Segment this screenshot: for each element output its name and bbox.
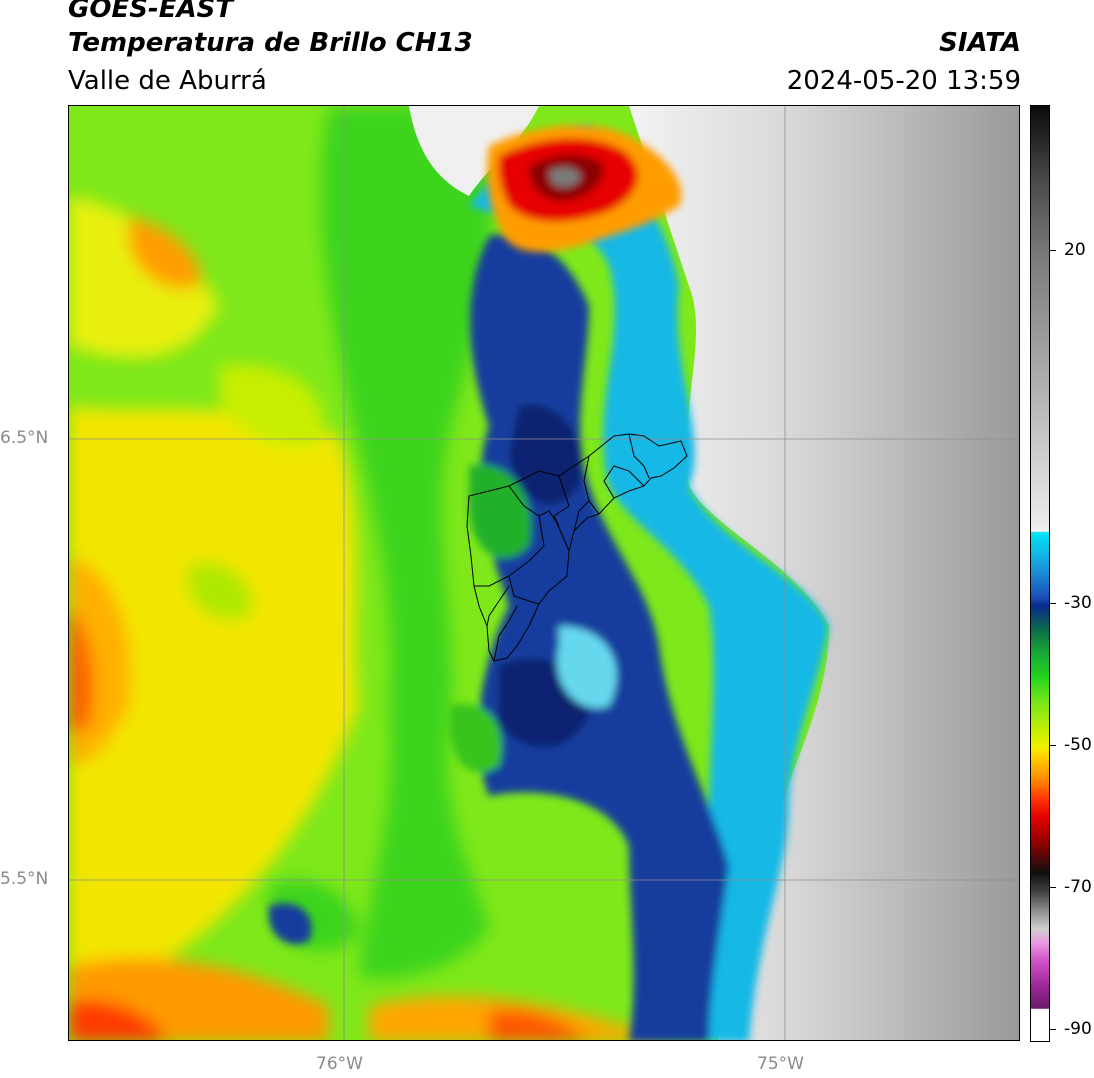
colorbar-tick-minus70: -70 [1064, 877, 1092, 897]
datetime-label: 2024-05-20 13:59 [786, 66, 1021, 96]
agency-label: SIATA [939, 28, 1021, 58]
product-title: Temperatura de Brillo CH13 [68, 28, 473, 58]
colorbar [1030, 105, 1050, 1042]
municipal-boundaries [466, 433, 688, 662]
lon-label-75w: 75°W [757, 1054, 804, 1074]
colorbar-tick-minus90: -90 [1064, 1019, 1092, 1039]
graticule [69, 106, 1019, 1040]
lon-label-76w: 76°W [316, 1054, 363, 1074]
brightness-temperature-field [69, 106, 1019, 1040]
satellite-map[interactable] [68, 105, 1020, 1041]
satellite-title: GOES-EAST [68, 0, 234, 24]
colorbar-tick-minus30: -30 [1064, 593, 1092, 613]
lat-label-5-5: 5.5°N [0, 869, 49, 889]
lat-label-6-5: 6.5°N [0, 428, 49, 448]
region-label: Valle de Aburrá [68, 66, 267, 96]
colorbar-tick-20: 20 [1064, 240, 1086, 260]
colorbar-tick-minus50: -50 [1064, 735, 1092, 755]
